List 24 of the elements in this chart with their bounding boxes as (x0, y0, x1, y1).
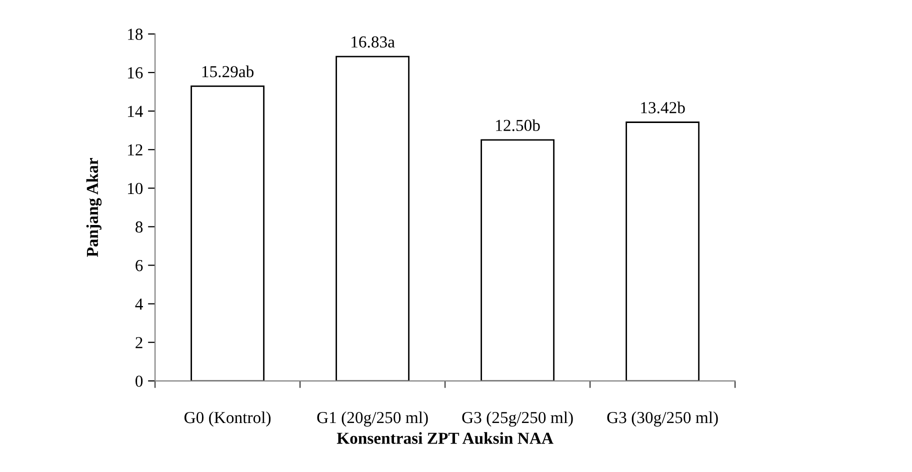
y-tick-label: 12 (128, 144, 142, 156)
y-tick-label: 10 (128, 182, 143, 194)
x-axis-title: Konsentrasi ZPT Auksin NAA (336, 432, 554, 444)
y-tick-label: 8 (136, 221, 143, 233)
y-axis-title: Panjang Akar (86, 158, 102, 257)
y-tick-label: 6 (136, 260, 143, 272)
bar (480, 139, 555, 381)
data-label: 16.83a (352, 36, 395, 48)
y-tick-label: 0 (136, 376, 143, 387)
y-tick-label: 2 (136, 337, 142, 348)
data-label: 13.42b (641, 102, 685, 114)
y-tick-label: 4 (135, 298, 143, 310)
x-tick-label: G3 (25g/250 ml) (462, 411, 573, 427)
bar (626, 122, 700, 381)
x-tick-label: G1 (20g/250 ml) (317, 411, 428, 427)
x-tick-label: G3 (30g/250 ml) (607, 411, 718, 427)
y-tick-label: 18 (128, 28, 143, 40)
bar (336, 56, 410, 381)
data-label: 12.50b (496, 119, 540, 132)
bar (190, 86, 264, 381)
data-label: 15.29ab (202, 66, 254, 78)
y-tick-label: 16 (128, 67, 143, 78)
y-tick-label: 14 (128, 106, 143, 117)
x-tick-label: G0 (Kontrol) (184, 411, 271, 427)
